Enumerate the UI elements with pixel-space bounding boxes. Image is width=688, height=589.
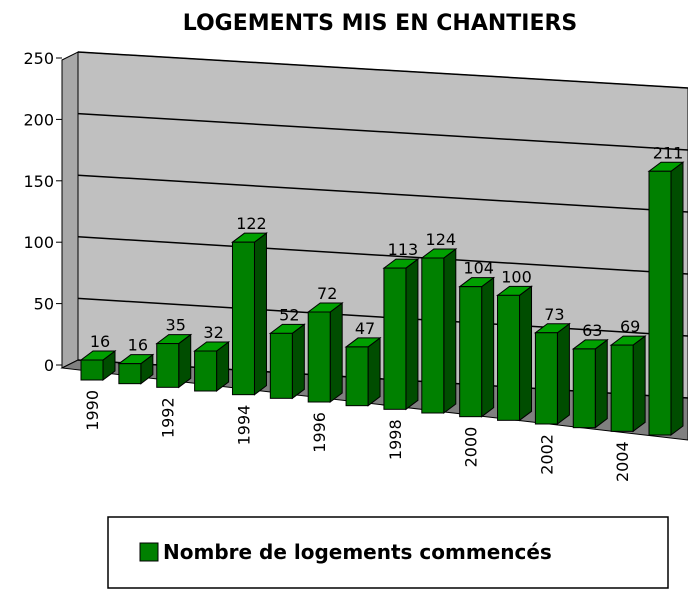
bar [118,363,142,385]
x-tick-label: 2000 [462,427,481,468]
y-tick-label: 250 [23,49,54,68]
bar [345,346,369,407]
chart-title: LOGEMENTS MIS EN CHANTIERS [183,11,578,36]
data-label: 124 [426,230,457,249]
data-label: 100 [501,267,532,286]
bar [459,286,483,418]
data-label: 52 [279,305,299,324]
bar-side [291,323,305,400]
grid-line [77,236,688,275]
bar [421,257,445,414]
grid-line [77,297,688,337]
x-tick-label: 1992 [159,397,178,438]
y-tick-label: 150 [23,172,54,191]
bar [194,350,218,392]
bar-side [367,336,381,407]
legend [107,516,669,589]
data-label: 104 [463,259,494,278]
data-label: 16 [128,336,148,355]
data-label: 35 [166,316,186,335]
bar [231,241,255,396]
legend-label: Nombre de logements commencés [163,540,552,564]
bar [156,343,180,388]
data-label: 32 [203,323,223,342]
x-tick-label: 1996 [310,412,329,453]
bar-side [632,335,646,433]
bar-side [253,232,267,396]
bar [307,311,331,403]
left-wall [61,51,79,369]
data-label: 211 [653,143,684,162]
bar-side [594,338,608,429]
x-tick-label: 2002 [537,434,556,475]
bar [383,267,407,410]
legend-swatch [139,542,159,562]
bar-side [519,285,533,422]
data-label: 122 [236,214,267,233]
bar-side [329,302,343,403]
y-tick-label: 0 [44,356,54,375]
bar-side [556,322,570,425]
y-tick-label: 200 [23,110,54,129]
bar-side [443,248,457,414]
x-tick-label: 1998 [386,419,405,460]
bar [269,332,293,399]
x-tick-label: 1994 [234,405,253,446]
bar-side [670,161,684,436]
x-tick-label: 1990 [83,390,102,431]
bar [572,348,596,429]
bar [610,344,634,432]
y-tick-label: 100 [23,233,54,252]
x-tick-label: 2004 [613,441,632,482]
data-label: 72 [317,284,337,303]
bar [497,294,521,421]
data-label: 16 [90,332,110,351]
y-tick-label: 50 [34,295,54,314]
data-label: 63 [582,321,602,340]
grid-line [77,51,688,89]
bar [80,359,104,381]
bar-side [405,258,419,411]
data-label: 69 [620,317,640,336]
data-label: 73 [544,305,564,324]
grid-line [77,174,688,213]
bar-side [481,276,495,418]
data-label: 47 [355,319,375,338]
grid-line [77,112,688,151]
bar [648,170,672,436]
bar [534,332,558,425]
data-label: 113 [388,240,419,259]
